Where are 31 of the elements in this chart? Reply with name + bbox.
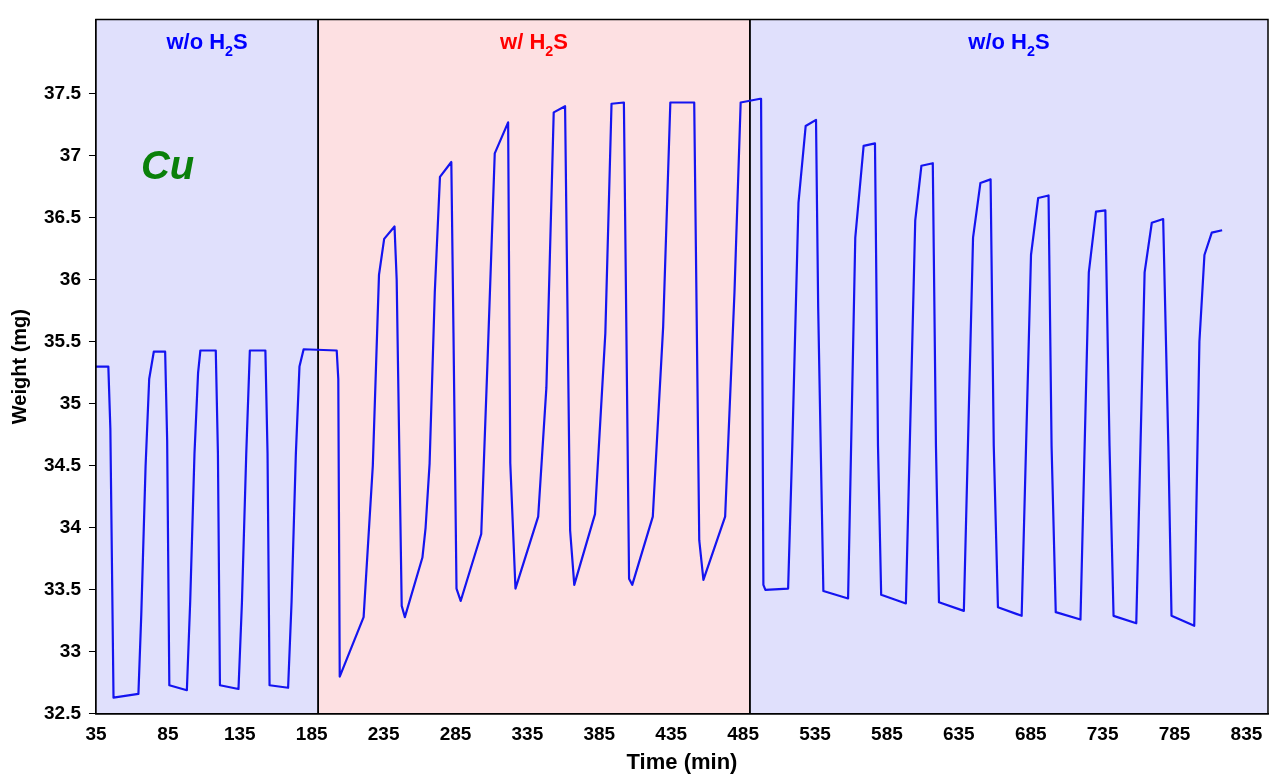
x-tick-label: 385 [583,723,616,745]
x-axis-title: Time (min) [626,748,738,774]
x-tick-label: 685 [1014,723,1047,745]
x-tick-label: 235 [367,723,400,745]
x-tick-label: 85 [157,723,179,745]
y-tick-label: 32.5 [44,702,82,724]
y-tick-label: 35 [59,392,82,414]
y-tick-label: 35.5 [44,330,82,352]
x-tick-label: 285 [439,723,472,745]
x-tick-label: 585 [871,723,904,745]
x-tick-label: 785 [1158,723,1191,745]
annotation: Cu [140,143,195,188]
y-tick-label: 33.5 [44,578,82,600]
x-tick-label: 35 [85,723,107,745]
x-tick-label: 135 [223,723,257,745]
x-tick-label: 335 [511,723,544,745]
x-tick-label: 735 [1086,723,1119,745]
y-tick-label: 37.5 [44,82,82,104]
y-tick-label: 34 [59,516,82,538]
x-tick-label: 535 [799,723,832,745]
y-tick-label: 36.5 [44,206,82,228]
x-tick-label: 435 [655,723,688,745]
y-tick-label: 34.5 [44,454,82,476]
y-tick-label: 36 [59,268,81,290]
x-tick-label: 185 [295,723,328,745]
x-tick-label: 635 [942,723,976,745]
x-tick-label: 485 [727,723,760,745]
x-tick-label: 835 [1230,723,1263,745]
y-tick-label: 33 [59,640,81,662]
y-tick-label: 37 [59,144,81,166]
y-axis-title: Weight (mg) [7,309,30,425]
